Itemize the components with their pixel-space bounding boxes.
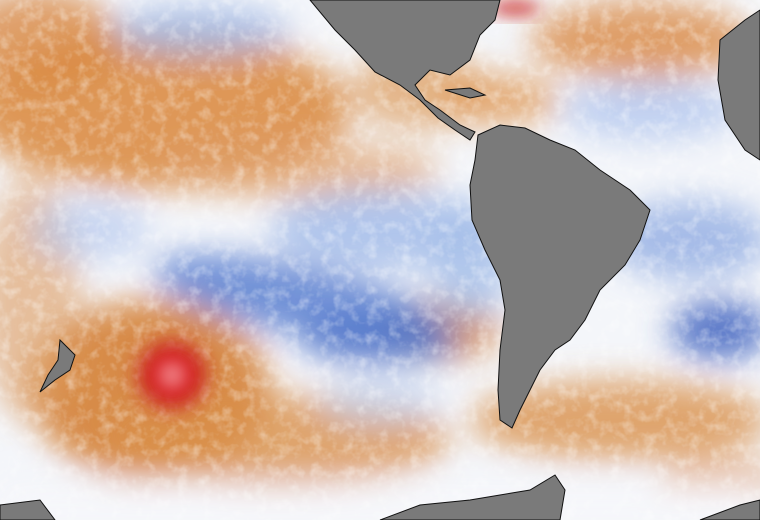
hotspot-core — [130, 333, 214, 417]
antarctica — [379, 474, 566, 520]
hotspot-small — [490, 0, 540, 16]
africa — [717, 9, 760, 161]
antarctica-east — [699, 499, 760, 520]
new-zealand — [39, 338, 76, 393]
south-america — [469, 124, 651, 429]
north-america — [309, 0, 501, 141]
antarctica-west — [0, 499, 56, 520]
caribbean-island — [444, 87, 487, 99]
hotspot — [130, 333, 214, 417]
